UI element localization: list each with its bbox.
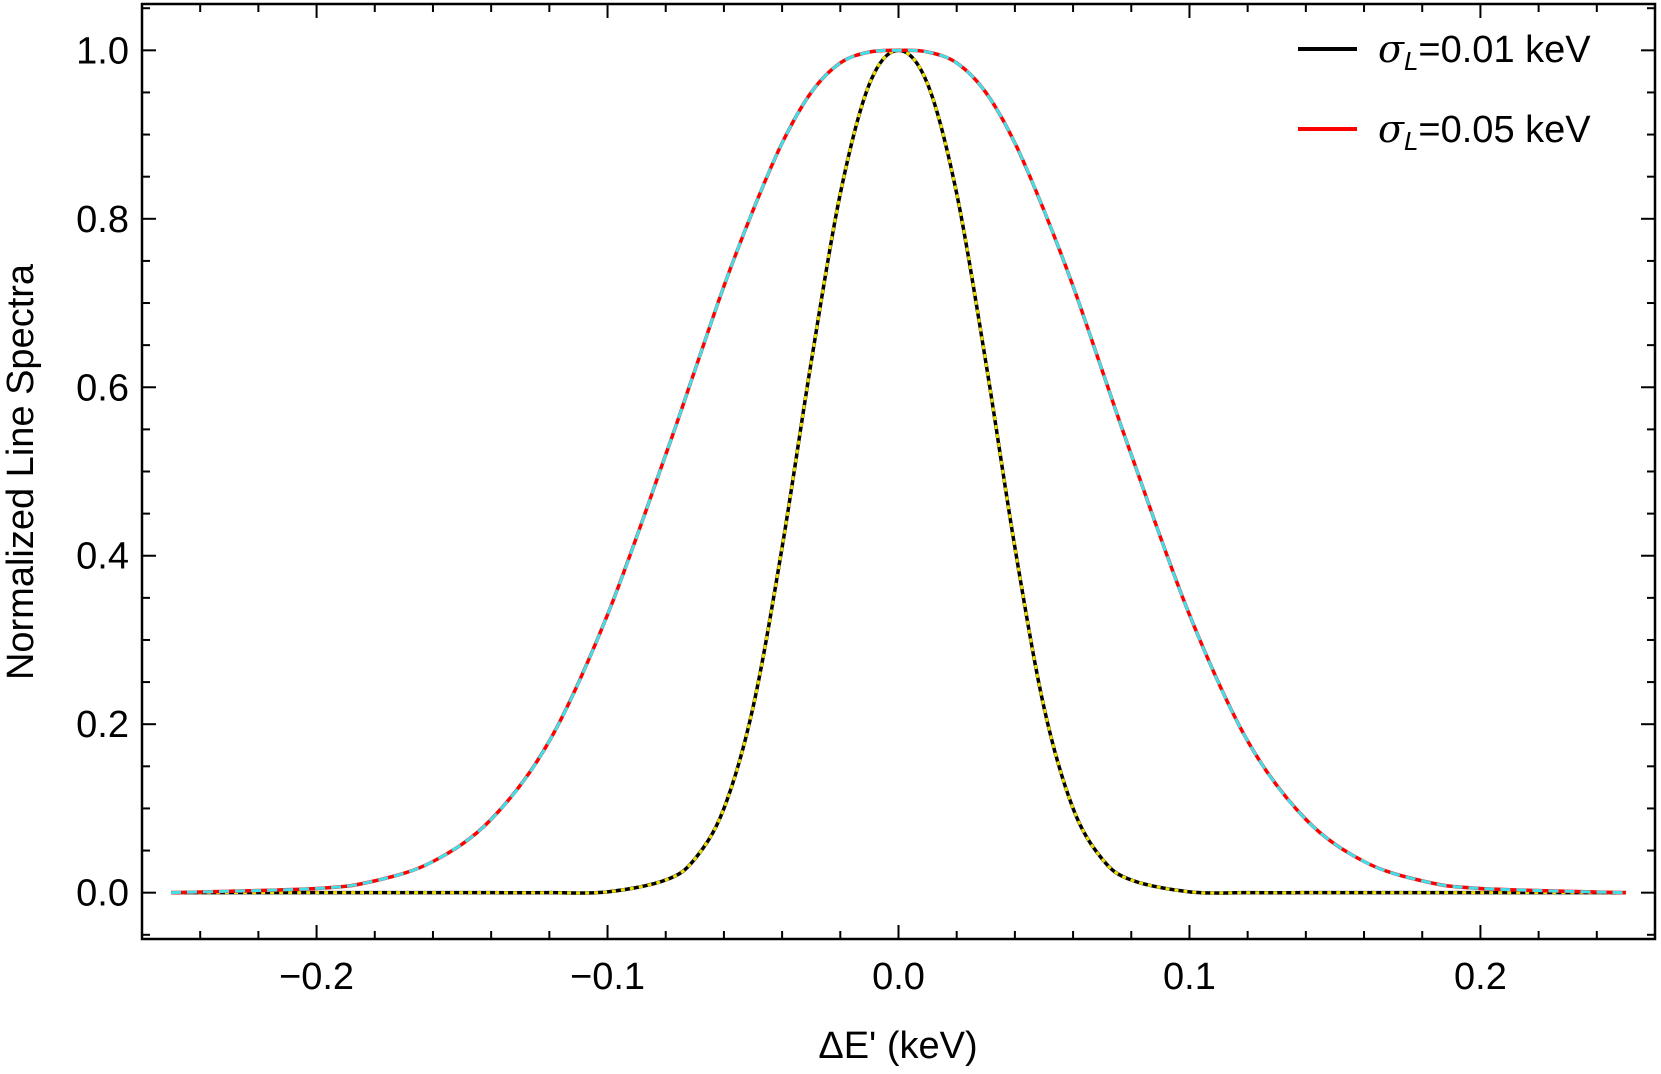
x-tick-label: −0.2: [279, 956, 354, 998]
y-tick-label: 0.2: [76, 704, 129, 746]
series-layer: [171, 48, 1626, 895]
series-line-1: [171, 48, 1626, 895]
x-tick-label: 0.2: [1454, 956, 1507, 998]
x-tick-labels: −0.2 −0.1 0.0 0.1 0.2: [279, 956, 1507, 998]
series-overlay-2: [171, 48, 1626, 895]
x-tick-label: 0.1: [1163, 956, 1216, 998]
series-line-2: [171, 48, 1626, 895]
tick-marks: [142, 4, 1655, 939]
x-tick-label: 0.0: [872, 956, 925, 998]
y-tick-labels: 0.0 0.2 0.4 0.6 0.8 1.0: [76, 30, 129, 914]
plot-frame: [140, 2, 1657, 941]
series-overlay-1: [171, 48, 1626, 895]
y-tick-label: 0.8: [76, 199, 129, 241]
legend-label: σL=0.05 keV: [1378, 107, 1591, 156]
x-tick-label: −0.1: [570, 956, 645, 998]
y-tick-label: 0.4: [76, 536, 129, 578]
legend: σL=0.01 keV σL=0.05 keV: [1298, 27, 1591, 156]
y-tick-label: 0.6: [76, 367, 129, 409]
y-axis-title: Normalized Line Spectra: [0, 263, 42, 680]
x-axis-title: ΔE' (keV): [818, 1025, 977, 1067]
legend-label: σL=0.01 keV: [1378, 27, 1591, 76]
y-tick-label: 1.0: [76, 30, 129, 72]
y-tick-label: 0.0: [76, 873, 129, 915]
